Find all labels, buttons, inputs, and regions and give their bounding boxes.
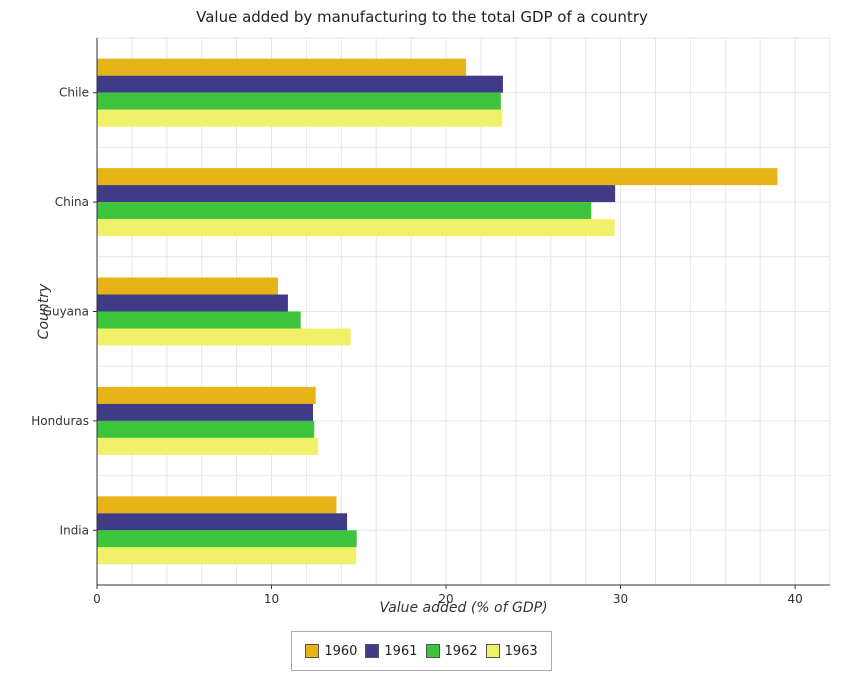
y-axis-title: Country (36, 283, 52, 339)
bar-india-1963 (97, 547, 357, 565)
legend-label-1962: 1962 (444, 643, 478, 659)
x-tick-label: 30 (613, 592, 628, 606)
legend-item-1961: 1961 (365, 643, 418, 659)
bars-layer (97, 58, 778, 565)
x-tick-label: 0 (93, 592, 101, 606)
x-tick-label: 40 (787, 592, 802, 606)
legend-label-1961: 1961 (384, 643, 418, 659)
y-tick-label: China (55, 195, 89, 209)
bar-china-1960 (97, 168, 778, 186)
bar-india-1960 (97, 496, 337, 514)
x-tick-label: 20 (438, 592, 453, 606)
bar-honduras-1960 (97, 386, 316, 404)
legend-swatch-1960 (305, 644, 320, 658)
bar-guyana-1961 (97, 294, 288, 312)
bar-chile-1963 (97, 109, 503, 127)
legend-item-1963: 1963 (485, 643, 538, 659)
bar-chile-1960 (97, 58, 467, 76)
x-tick-label: 10 (264, 592, 279, 606)
legend-swatch-1962 (425, 644, 440, 658)
bar-chile-1961 (97, 75, 503, 93)
bar-guyana-1960 (97, 277, 278, 295)
y-tick-label: Guyana (43, 305, 89, 319)
bar-india-1962 (97, 530, 357, 548)
bar-guyana-1963 (97, 328, 351, 346)
bar-china-1961 (97, 185, 616, 203)
bar-honduras-1961 (97, 403, 314, 421)
legend-swatch-1961 (365, 644, 380, 658)
y-tick-label: India (60, 523, 89, 537)
bar-china-1962 (97, 202, 592, 220)
bar-india-1961 (97, 513, 348, 531)
legend-item-1960: 1960 (305, 644, 357, 659)
y-tick-label: Honduras (31, 414, 89, 428)
chart-title: Value added by manufacturing to the tota… (196, 8, 648, 26)
bar-chile-1962 (97, 92, 501, 110)
legend-item-1962: 1962 (425, 643, 478, 659)
legend-label-1960: 1960 (324, 643, 358, 659)
legend-label-1963: 1963 (504, 643, 538, 659)
bar-guyana-1962 (97, 311, 301, 329)
x-axis-title: Value added (% of GDP) (379, 600, 547, 616)
y-tick-label: Chile (59, 86, 89, 100)
bar-china-1963 (97, 219, 615, 237)
legend-swatch-1963 (485, 644, 500, 658)
legend: 1960 1961 1962 1963 (291, 631, 552, 671)
axis-layer: Chile China Guyana Honduras India 0 10 20 30 40 Va… (31, 38, 830, 616)
bar-honduras-1963 (97, 437, 319, 455)
bar-honduras-1962 (97, 420, 315, 438)
